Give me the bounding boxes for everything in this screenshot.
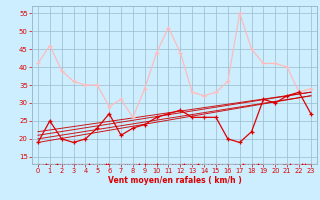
- X-axis label: Vent moyen/en rafales ( km/h ): Vent moyen/en rafales ( km/h ): [108, 176, 241, 185]
